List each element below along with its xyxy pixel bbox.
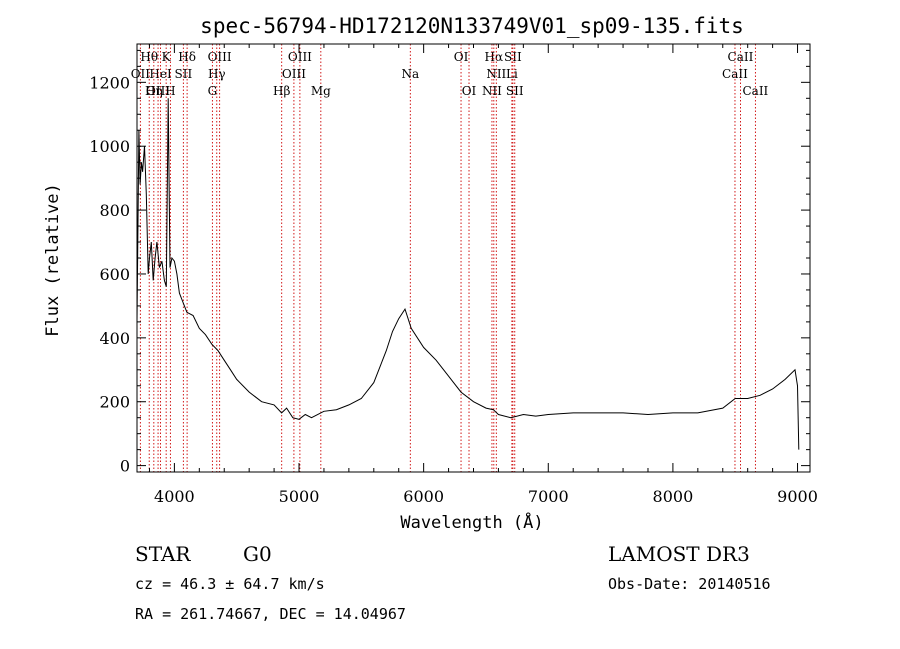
spectral-line-label: OIII	[288, 50, 312, 64]
spectral-line-label: Hθ	[140, 50, 158, 64]
redshift-text: cz = 46.3 ± 64.7 km/s	[135, 575, 325, 593]
spectral-line-label: CaII	[728, 50, 754, 64]
spectral-line-label: NII	[482, 84, 502, 98]
spectral-line-label: H	[165, 84, 175, 98]
spectral-line-label: Hη	[145, 84, 163, 98]
chart-title: spec-56794-HD172120N133749V01_sp09-135.f…	[200, 14, 744, 38]
spectral-line-label: OI	[454, 50, 469, 64]
object-subclass: G0	[243, 542, 272, 566]
x-tick-label: 9000	[777, 487, 818, 506]
y-tick-label: 1200	[89, 73, 130, 92]
object-class: STAR	[135, 542, 191, 566]
y-tick-label: 400	[99, 329, 130, 348]
y-tick-label: 200	[99, 393, 130, 412]
spectral-line-label: OIII	[208, 50, 232, 64]
spectral-line-label: Mg	[311, 84, 331, 98]
spectral-line-label: OI	[462, 84, 477, 98]
spectral-line-label: SII	[175, 67, 193, 81]
spectral-line-label: Li	[506, 67, 518, 81]
y-tick-label: 600	[99, 265, 130, 284]
observation-date: Obs-Date: 20140516	[608, 575, 771, 593]
y-axis: 0 200 400 600 800 1000 1200	[89, 49, 810, 476]
x-tick-label: 8000	[653, 487, 694, 506]
survey-name: LAMOST DR3	[608, 542, 750, 566]
x-tick-label: 6000	[403, 487, 444, 506]
x-tick-label: 5000	[279, 487, 320, 506]
spectral-line-label: Na	[401, 67, 419, 81]
spectral-line-label: CaII	[742, 84, 768, 98]
spectrum-series-line	[136, 98, 800, 450]
y-tick-label: 0	[120, 457, 130, 476]
y-axis-label: Flux (relative)	[43, 183, 63, 337]
spectral-line-label: OIII	[146, 84, 170, 98]
spectral-line-label: OII	[131, 67, 151, 81]
spectral-line-label: SII	[504, 50, 522, 64]
spectral-line-label: K	[162, 50, 172, 64]
spectral-line-label: Hδ	[178, 50, 196, 64]
spectral-line-label: Hα	[485, 50, 504, 64]
spectral-line-label: HeI	[149, 67, 172, 81]
spectral-line-label: CaII	[722, 67, 748, 81]
y-tick-label: 1000	[89, 137, 130, 156]
plot-frame	[136, 43, 811, 473]
spectral-line-label: NII	[486, 67, 506, 81]
x-tick-label: 4000	[154, 487, 195, 506]
x-axis: 4000 5000 6000 7000 8000 9000	[148, 44, 818, 506]
coordinates-text: RA = 261.74667, DEC = 14.04967	[135, 605, 406, 623]
x-axis-label: Wavelength (Å)	[400, 511, 543, 533]
spectral-line-label: Hγ	[208, 67, 226, 81]
spectral-line-label: Hβ	[273, 84, 290, 98]
y-tick-label: 800	[99, 201, 130, 220]
spectral-line-label: SII	[506, 84, 524, 98]
spectral-line-label: G	[208, 84, 218, 98]
spectral-line-label: OIII	[282, 67, 306, 81]
x-tick-label: 7000	[528, 487, 569, 506]
